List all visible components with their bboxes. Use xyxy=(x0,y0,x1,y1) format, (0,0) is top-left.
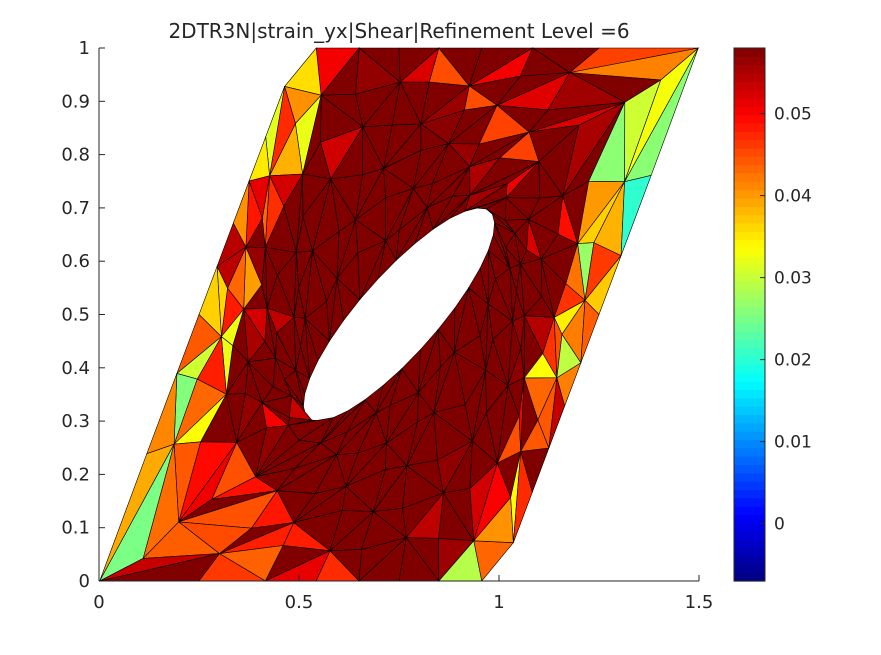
x-tick-label: 0 xyxy=(93,592,104,613)
colorbar-segment xyxy=(734,56,765,66)
colorbar-segment xyxy=(734,114,765,124)
y-tick-label: 0.1 xyxy=(61,518,90,539)
colorbar-segment xyxy=(734,306,765,316)
colorbar-segment xyxy=(734,89,765,99)
colorbar-tick-label: 0.03 xyxy=(774,269,812,289)
colorbar-segment xyxy=(734,106,765,116)
colorbar-segment xyxy=(734,272,765,282)
colorbar-segment xyxy=(734,197,765,207)
colorbar-segment xyxy=(734,397,765,407)
colorbar-segment xyxy=(734,256,765,266)
colorbar-segment xyxy=(734,314,765,324)
colorbar-segment xyxy=(734,347,765,357)
colorbar-segment xyxy=(734,122,765,132)
colorbar-tick-label: 0.02 xyxy=(774,351,812,371)
colorbar-tick-label: 0.05 xyxy=(774,105,812,125)
colorbar-segment xyxy=(734,72,765,82)
colorbar-segment xyxy=(734,281,765,291)
y-tick-label: 0.4 xyxy=(61,358,90,379)
colorbar-segment xyxy=(734,239,765,249)
y-tick-label: 0.3 xyxy=(61,411,90,432)
x-tick-label: 1.5 xyxy=(685,592,714,613)
colorbar-segment xyxy=(734,289,765,299)
colorbar-segment xyxy=(734,422,765,432)
mesh-element xyxy=(580,299,600,363)
colorbar-segment xyxy=(734,247,765,257)
colorbar-segment xyxy=(734,522,765,532)
x-tick-label: 0.5 xyxy=(285,592,314,613)
colorbar-segment xyxy=(734,364,765,374)
mesh-element xyxy=(553,283,586,318)
colorbar-segment xyxy=(734,164,765,174)
colorbar-segment xyxy=(734,356,765,366)
colorbar-tick-label: 0.04 xyxy=(774,187,812,207)
colorbar-segment xyxy=(734,214,765,224)
colorbar-segment xyxy=(734,456,765,466)
colorbar-segment xyxy=(734,439,765,449)
colorbar-segment xyxy=(734,464,765,474)
y-tick-label: 0.6 xyxy=(61,251,90,272)
colorbar-segment xyxy=(734,431,765,441)
colorbar-segment xyxy=(734,322,765,332)
colorbar-segment xyxy=(734,447,765,457)
colorbar-segment xyxy=(734,514,765,524)
colorbar-segment xyxy=(734,181,765,191)
colorbar-segment xyxy=(734,556,765,565)
colorbar-segment xyxy=(734,97,765,107)
y-tick-label: 0 xyxy=(79,571,90,592)
colorbar-segment xyxy=(734,564,765,574)
chart-title: 2DTR3N|strain_yx|Shear|Refinement Level … xyxy=(168,19,629,43)
colorbar-segment xyxy=(734,189,765,199)
colorbar: 0 0.01 0.02 0.03 0.04 0.05 xyxy=(733,47,812,582)
y-tick-label: 0.9 xyxy=(61,91,90,112)
colorbar-segment xyxy=(734,481,765,490)
x-axis-ticks: 0 0.5 1 1.5 xyxy=(93,575,713,613)
colorbar-segment xyxy=(734,372,765,382)
y-tick-label: 0.2 xyxy=(61,464,90,485)
colorbar-segment xyxy=(734,339,765,349)
y-tick-label: 0.8 xyxy=(61,145,90,166)
colorbar-segment xyxy=(734,539,765,549)
mesh-element xyxy=(519,249,542,265)
colorbar-segment xyxy=(734,231,765,241)
colorbar-segment xyxy=(734,381,765,391)
colorbar-segment xyxy=(734,131,765,141)
mesh-element xyxy=(491,213,515,234)
x-tick-label: 1 xyxy=(493,592,504,613)
colorbar-segment xyxy=(734,406,765,416)
colorbar-tick-label: 0 xyxy=(774,515,785,535)
colorbar-segment xyxy=(734,264,765,274)
colorbar-segment xyxy=(734,297,765,307)
colorbar-segment xyxy=(734,472,765,482)
colorbar-segment xyxy=(734,497,765,507)
y-tick-label: 1 xyxy=(79,38,90,59)
colorbar-segment xyxy=(734,139,765,149)
colorbar-segment xyxy=(734,506,765,515)
colorbar-frame xyxy=(733,47,766,582)
colorbar-segment xyxy=(734,414,765,424)
colorbar-segment xyxy=(734,331,765,341)
colorbar-segment xyxy=(734,547,765,557)
colorbar-segment xyxy=(734,147,765,157)
colorbar-segment xyxy=(734,531,765,540)
y-axis-ticks: 0 0.1 0.2 0.3 0.4 0.5 0.6 0.7 0.8 0.9 1 xyxy=(61,38,105,592)
colorbar-segment xyxy=(734,489,765,499)
colorbar-segment xyxy=(734,156,765,166)
colorbar-segment xyxy=(734,222,765,232)
y-tick-label: 0.7 xyxy=(61,198,90,219)
colorbar-segment xyxy=(734,81,765,91)
colorbar-segment xyxy=(734,389,765,399)
colorbar-segment xyxy=(734,206,765,216)
colorbar-segment xyxy=(734,64,765,74)
y-tick-label: 0.5 xyxy=(61,305,90,326)
colorbar-segment xyxy=(734,172,765,182)
colorbar-tick-label: 0.01 xyxy=(774,433,812,453)
colorbar-segment xyxy=(734,572,765,582)
colorbar-segment xyxy=(734,48,765,57)
mesh-plot xyxy=(98,47,700,582)
